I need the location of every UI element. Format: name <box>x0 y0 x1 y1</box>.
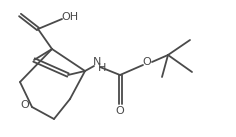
Text: O: O <box>116 106 124 116</box>
Text: N: N <box>93 57 101 67</box>
Text: H: H <box>98 63 106 73</box>
Text: O: O <box>21 100 29 110</box>
Text: O: O <box>143 57 151 67</box>
Text: OH: OH <box>61 12 79 22</box>
